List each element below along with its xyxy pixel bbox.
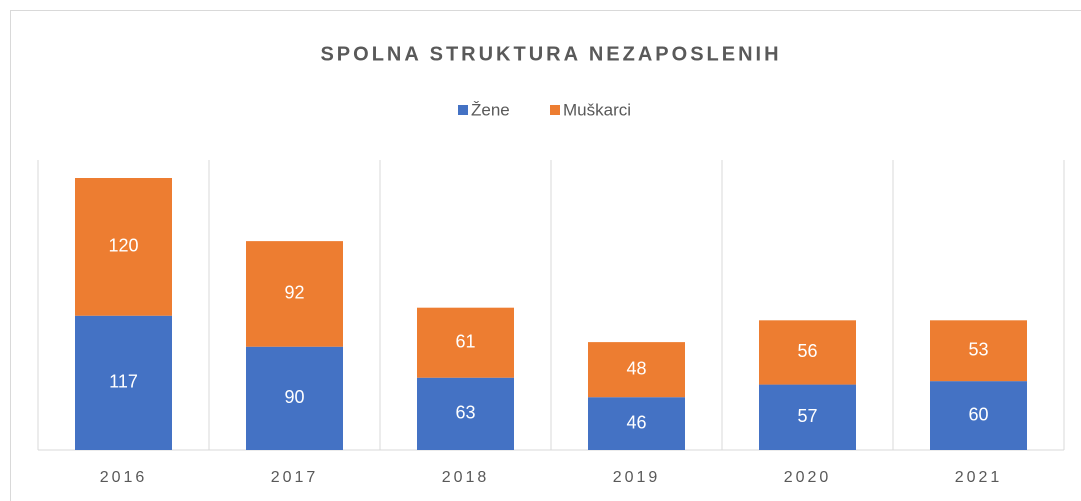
bar-segment	[759, 384, 856, 450]
x-tick-label: 2020	[784, 469, 832, 486]
legend-label: Žene	[471, 100, 510, 119]
x-tick-label: 2021	[955, 469, 1003, 486]
bar-segment	[75, 178, 172, 316]
data-label: 60	[968, 404, 988, 424]
chart-title: SPOLNA STRUKTURA NEZAPOSLENIH	[320, 43, 781, 65]
legend-swatch	[550, 105, 560, 115]
x-tick-label: 2018	[442, 469, 490, 486]
bar-segment	[930, 320, 1027, 382]
bar-segment	[759, 320, 856, 385]
bar-segment	[246, 241, 343, 347]
data-label: 63	[455, 403, 475, 423]
bar-segment	[75, 315, 172, 450]
data-label: 48	[626, 358, 646, 378]
data-label: 92	[284, 283, 304, 303]
data-label: 61	[455, 331, 475, 351]
x-tick-label: 2016	[100, 469, 148, 486]
bar-segment	[417, 307, 514, 378]
bar-segment	[930, 381, 1027, 450]
data-label: 117	[109, 372, 138, 392]
x-tick-label: 2019	[613, 469, 661, 486]
bar-segment	[588, 397, 685, 450]
bar-segment	[417, 377, 514, 450]
chart-frame	[10, 10, 1081, 501]
data-label: 90	[284, 387, 304, 407]
bar-segment	[588, 342, 685, 398]
x-tick-label: 2017	[271, 469, 319, 486]
legend-label: Muškarci	[563, 100, 631, 119]
legend-swatch	[458, 105, 468, 115]
data-label: 57	[797, 406, 817, 426]
data-label: 56	[797, 341, 817, 361]
data-label: 46	[626, 412, 646, 432]
bar-segment	[246, 346, 343, 450]
data-label: 120	[108, 236, 138, 256]
data-label: 53	[968, 339, 988, 359]
